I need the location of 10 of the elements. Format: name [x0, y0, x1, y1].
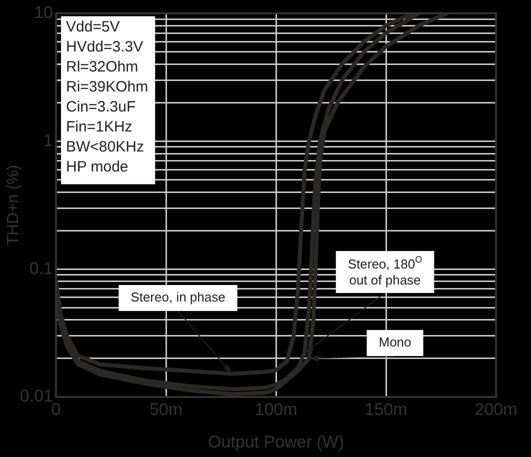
annotation: Ri=39KOhm	[66, 78, 148, 96]
annotation: Fin=1KHz	[66, 118, 132, 136]
annotation: BW<80KHz	[66, 138, 144, 156]
annotation: HP mode	[66, 158, 128, 176]
annotation: Cin=3.3uF	[66, 98, 136, 116]
annotation: Rl=32Ohm	[66, 58, 138, 76]
annotation: Vdd=5V	[66, 18, 120, 36]
annotation: Stereo, in phase	[130, 290, 226, 305]
annotation: Mono	[378, 334, 412, 350]
annotation: HVdd=3.3V	[66, 38, 144, 56]
